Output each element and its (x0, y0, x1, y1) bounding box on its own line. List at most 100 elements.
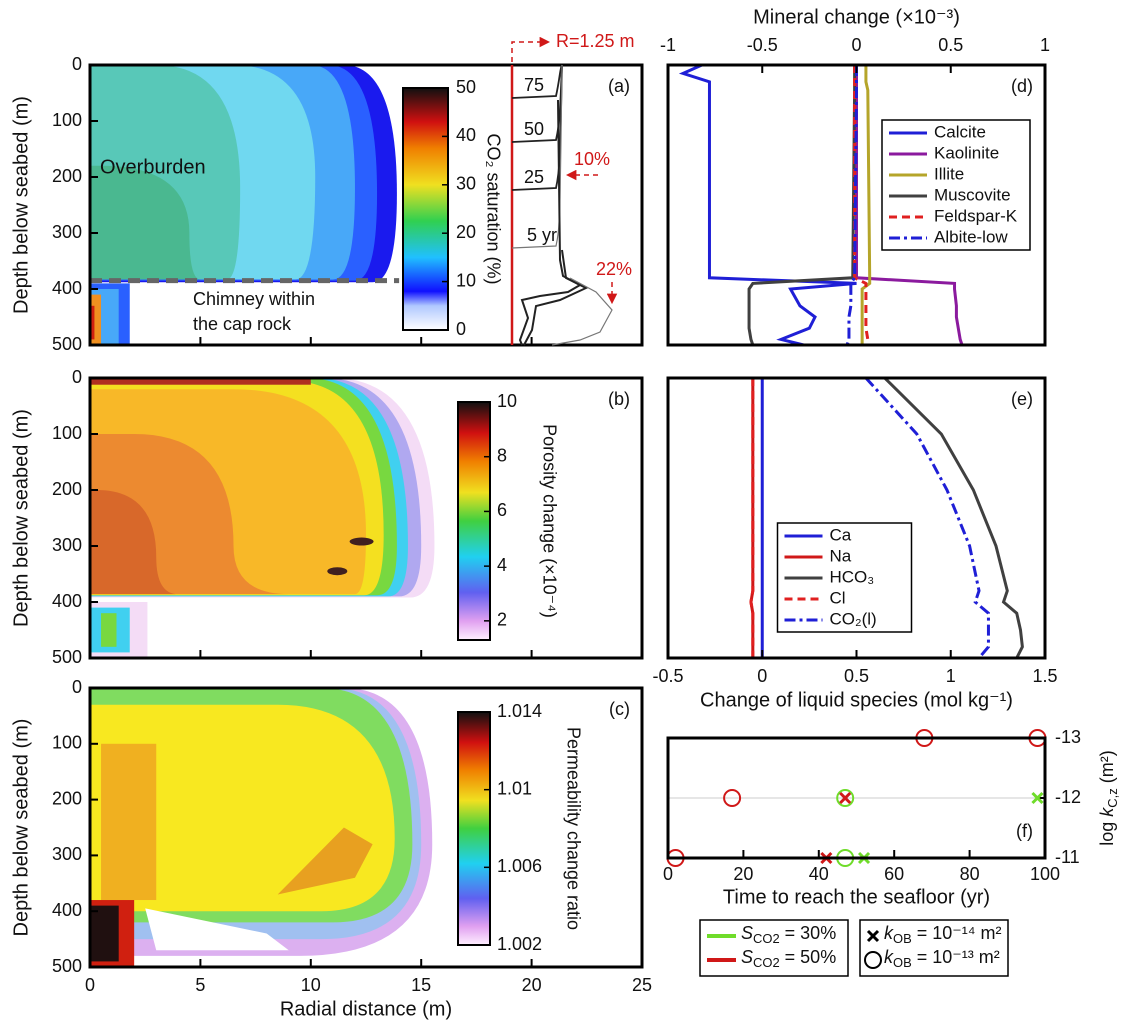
colorbar-tick-label: 1.01 (497, 778, 532, 798)
y-axis-label: Depth below seabed (m) (10, 96, 32, 314)
colorbar (402, 87, 449, 331)
legend-label-part: = 10⁻¹³ m² (912, 947, 1000, 967)
y-tick-label: 100 (52, 733, 82, 753)
legend-label: Calcite (934, 122, 986, 141)
colorbar-tick-label: 10 (456, 270, 476, 290)
x-tick-label: -1 (660, 35, 676, 55)
panel-label: (a) (608, 76, 630, 96)
annotation: the cap rock (193, 314, 292, 334)
annotation: Chimney within (193, 289, 315, 309)
contour-field (90, 688, 433, 967)
legend-box (881, 119, 1031, 251)
legend-label-part: S (741, 947, 753, 967)
panel-frame (666, 736, 1047, 860)
contour-patch (90, 294, 102, 345)
contour-patch (277, 827, 373, 895)
x-tick-label: 1.5 (1032, 666, 1057, 686)
x-tick-label: 20 (733, 864, 753, 884)
legend-label-part: = 50% (780, 947, 837, 967)
legend-label-part: = 30% (780, 923, 837, 943)
x-tick-label: 80 (960, 864, 980, 884)
x-tick-label: 10 (301, 975, 321, 995)
inset-annotation: 22% (596, 259, 632, 279)
colorbar-tick-label: 1.014 (497, 701, 542, 721)
colorbar-tick-label: 8 (497, 445, 507, 465)
colorbar-tick-label: 6 (497, 500, 507, 520)
x-axis-label: Radial distance (m) (280, 998, 452, 1020)
y-tick-label: 100 (52, 110, 82, 130)
legend-label: Albite-low (934, 227, 1008, 246)
x-tick-label: 5 (195, 975, 205, 995)
y-tick-label: 500 (52, 334, 82, 354)
contour-field (90, 65, 400, 345)
x-tick-label: 40 (809, 864, 829, 884)
inset-annotation: 50 (524, 119, 544, 139)
legend-label: kOB = 10⁻¹⁴ m² (884, 923, 1001, 947)
legend-label-part: OB (893, 955, 912, 970)
y-tick-label: 300 (52, 844, 82, 864)
contour-patch (101, 613, 117, 647)
panel-label: (d) (1011, 76, 1033, 96)
y-tick-label: 0 (72, 367, 82, 387)
colorbar-tick-label: 0 (456, 319, 466, 339)
colorbar-tick-label: 10 (497, 391, 517, 411)
colorbar-label: Permeability change ratio (563, 727, 583, 930)
colorbar-tick-label: 20 (456, 222, 476, 242)
panel-frame (666, 63, 1047, 347)
colorbar-label: Porosity change (×10⁻⁴) (539, 424, 559, 618)
y-axis-label-part: (m²) (1097, 750, 1117, 788)
colorbar-label: CO₂ saturation (%) (483, 133, 503, 284)
x-axis-label: Time to reach the seafloor (yr) (723, 886, 990, 908)
panel-frame (88, 686, 644, 969)
annotation: Overburden (100, 156, 206, 178)
x-tick-label: -0.5 (747, 35, 778, 55)
series-line (747, 65, 857, 346)
panel-frame (88, 376, 644, 660)
y-tick-label: 500 (52, 956, 82, 976)
x-tick-label: 25 (632, 975, 652, 995)
marker-circle (723, 789, 742, 807)
y-tick-label: -12 (1055, 787, 1081, 807)
contour-patch (90, 905, 119, 962)
x-tick-label: 0 (85, 975, 95, 995)
marker-circle (836, 789, 855, 807)
contour-patch (90, 305, 95, 340)
legend-label-part: OB (893, 931, 912, 946)
x-tick-label: 1 (1040, 35, 1050, 55)
panel-frame (666, 376, 1047, 660)
inset-profile (523, 249, 589, 346)
x-axis-label: Change of liquid species (mol kg⁻¹) (700, 689, 1013, 711)
panel-frame (88, 63, 644, 347)
colorbar (457, 711, 491, 946)
legend-label: Muscovite (934, 185, 1011, 204)
y-tick-label: 200 (52, 166, 82, 186)
legend-label: HCO₃ (830, 567, 875, 586)
colorbar-tick-label: 2 (497, 610, 507, 630)
x-tick-label: 60 (884, 864, 904, 884)
y-tick-label: -13 (1055, 727, 1081, 747)
legend-label: Kaolinite (934, 143, 999, 162)
x-tick-label: 0 (663, 864, 673, 884)
x-tick-label: 1 (946, 666, 956, 686)
series-line (860, 65, 872, 345)
panel-label: (e) (1011, 389, 1033, 409)
inset-guide (511, 36, 551, 62)
y-tick-label: 300 (52, 222, 82, 242)
inset-annotation: 10% (574, 149, 610, 169)
x-axis-label: Mineral change (×10⁻³) (753, 6, 960, 28)
legend-label: Ca (830, 525, 852, 544)
marker-x (1031, 791, 1044, 805)
marker-circle (864, 951, 882, 969)
legend-label: Cl (830, 588, 846, 607)
legend-label: SCO2 = 50% (741, 947, 836, 971)
y-tick-label: 0 (72, 677, 82, 697)
x-tick-label: 15 (411, 975, 431, 995)
inset-annotation: 5 yr (527, 225, 557, 245)
legend-label: SCO2 = 30% (741, 923, 836, 947)
y-axis-label-part: k (1097, 807, 1117, 817)
panel-label: (b) (608, 389, 630, 409)
legend-box (699, 919, 849, 977)
x-tick-label: 0 (757, 666, 767, 686)
